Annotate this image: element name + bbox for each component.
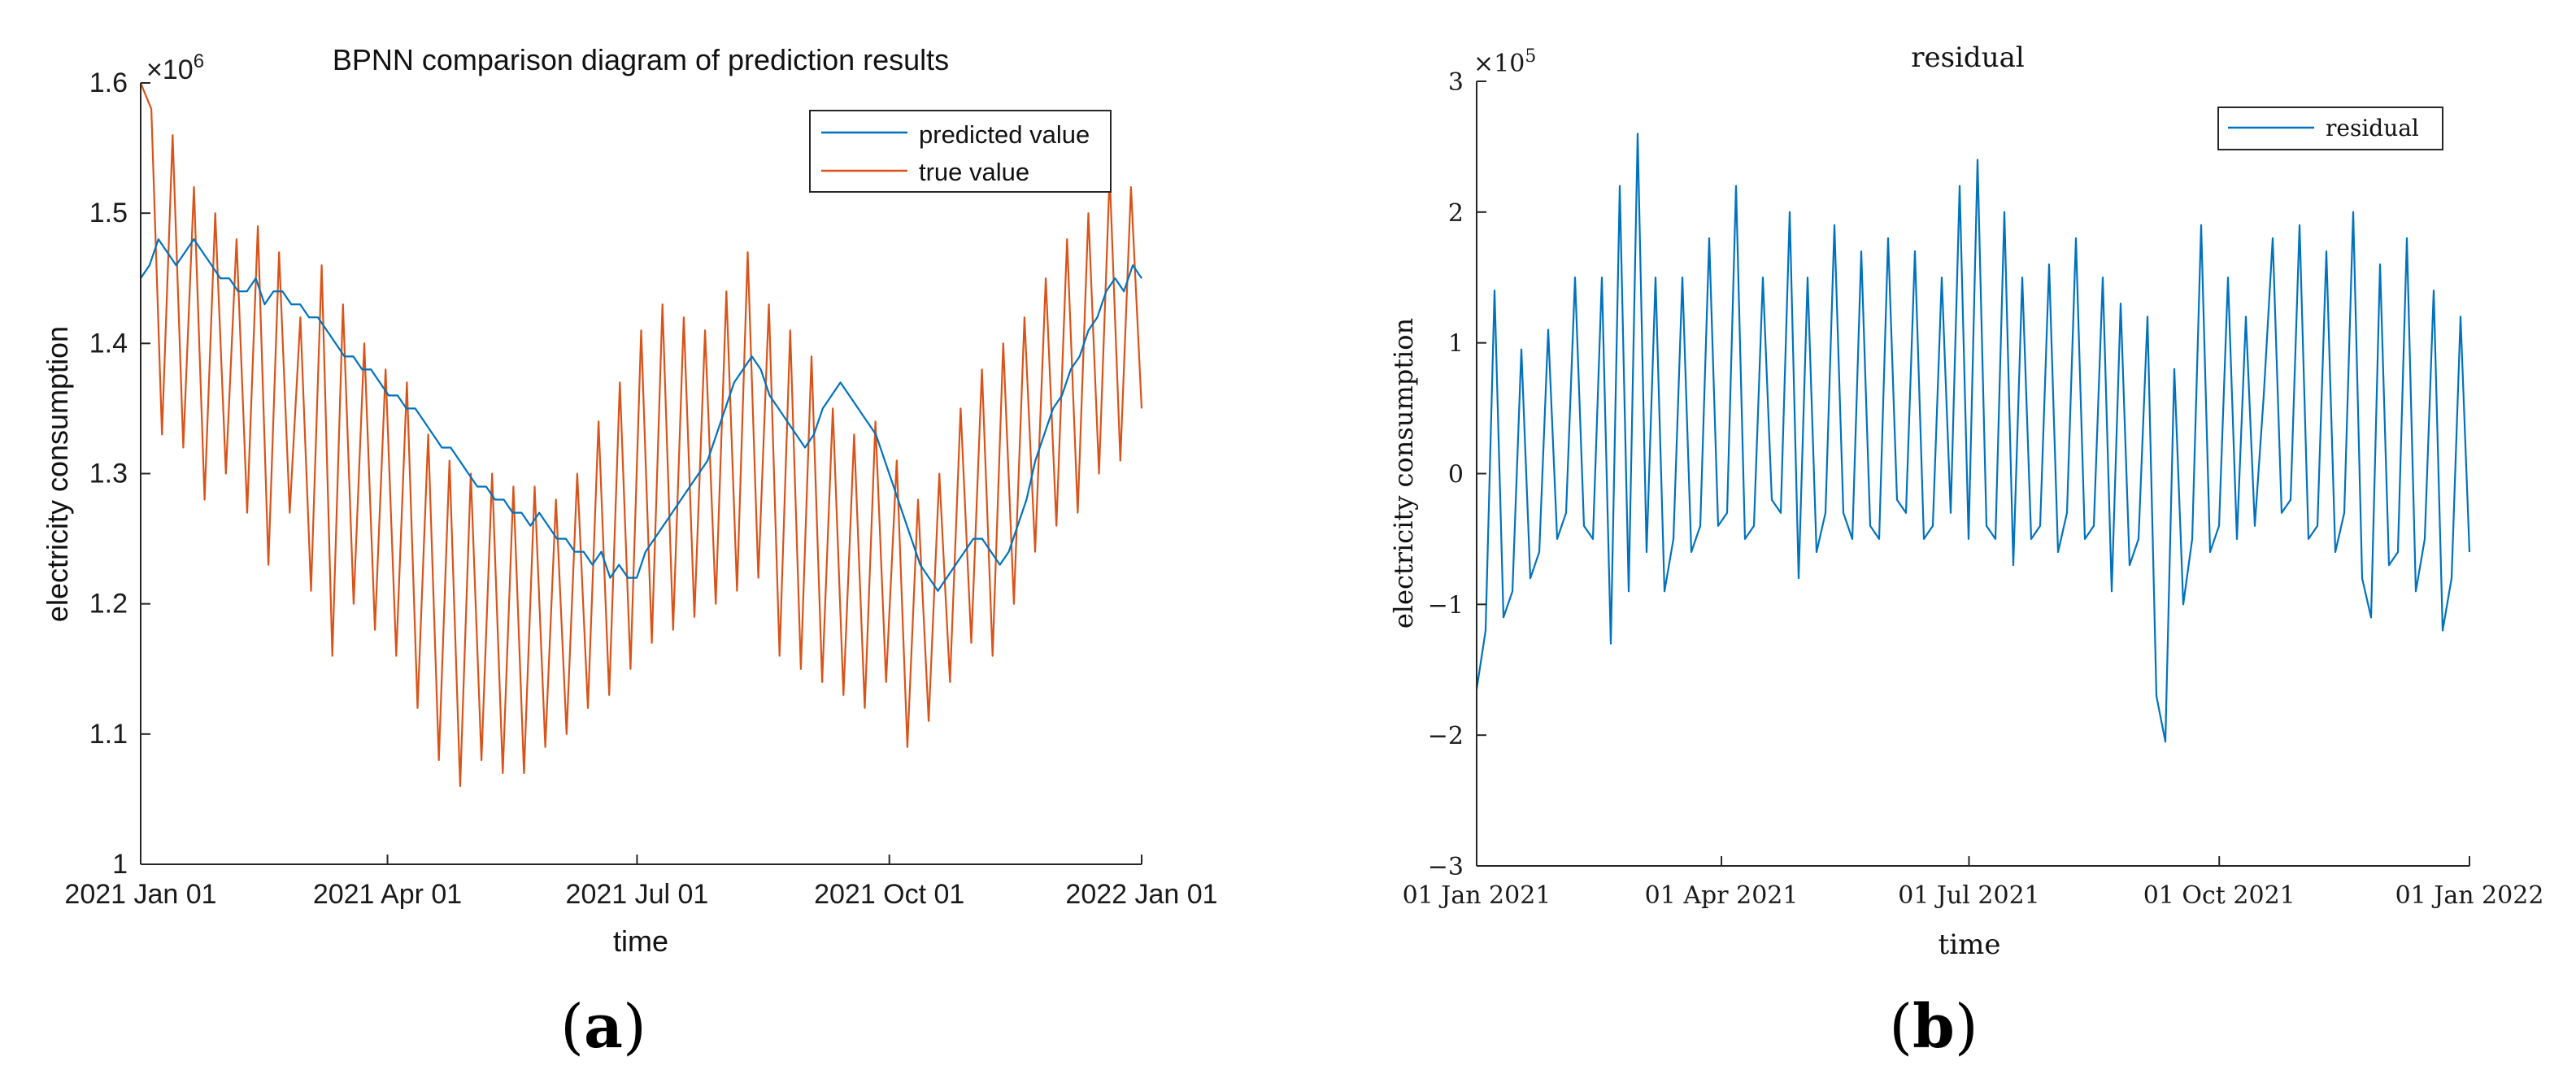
panel-b-series-group [1475, 133, 2471, 743]
panel-a-y-axis-title: electricity consumption [41, 326, 74, 622]
panel-b-y-axis-title: electricity consumption [1388, 318, 1419, 628]
panel-b-legend[interactable]: residual [2217, 107, 2443, 150]
panel-a-x-tick-label: 2021 Apr 01 [313, 879, 462, 910]
panel-b-x-tick-label: 01 Jan 2021 [1403, 881, 1551, 910]
panel-b-y-tick-label: −1 [1428, 591, 1464, 620]
panel-a-label: (a) [560, 992, 646, 1062]
panel-a-chart: 1 1.1 1.2 1.3 1.4 1.5 1.6 2021 Jan 01 2021 Apr … [41, 43, 1218, 1062]
panel-a-y-tick-label: 1.2 [89, 589, 128, 620]
panel-a-y-tick-label: 1.3 [89, 459, 128, 489]
panel-a-exponent-label: ×106 [146, 50, 204, 85]
panel-a-series-predicted-line [140, 238, 1142, 592]
panel-b-x-ticks: 01 Jan 2021 01 Apr 2021 01 Jul 2021 01 Oct … [1403, 856, 2544, 910]
panel-a-title: BPNN comparison diagram of prediction re… [333, 43, 949, 76]
panel-a-y-tick-label: 1.1 [89, 719, 128, 750]
panel-b-chart: −3 −2 −1 0 1 2 3 01 Jan 2021 01 Apr 2021 01 Jul … [1388, 41, 2543, 1062]
legend-label-residual: residual [2326, 115, 2419, 141]
panel-b-label: (b) [1889, 992, 1978, 1062]
panel-b-x-tick-label: 01 Oct 2021 [2143, 881, 2295, 910]
panel-b-y-tick-label: 2 [1448, 199, 1464, 228]
panel-b-exponent-label: ×105 [1473, 46, 1536, 78]
panel-a-x-tick-label: 2021 Jul 01 [566, 879, 709, 910]
panel-a-y-tick-label: 1.5 [89, 198, 128, 228]
panel-b-x-tick-label: 01 Jul 2021 [1898, 881, 2040, 910]
panel-b-y-tick-label: −3 [1428, 853, 1464, 881]
panel-b-series-residual-line [1475, 133, 2471, 743]
legend-label-true: true value [919, 158, 1029, 186]
panel-a-x-axis-title: time [613, 924, 668, 958]
panel-b-y-tick-label: −2 [1428, 722, 1464, 750]
panel-b-y-tick-label: 3 [1448, 68, 1464, 97]
panel-b-title: residual [1911, 41, 2025, 74]
panel-a-legend[interactable]: predicted value true value [809, 110, 1112, 193]
panel-a-x-tick-label: 2021 Oct 01 [814, 879, 964, 910]
panel-b-x-tick-label: 01 Jan 2022 [2395, 881, 2544, 910]
panel-b-y-tick-label: 0 [1448, 461, 1464, 489]
panel-a-series-group [139, 82, 1143, 788]
panel-a-series-true-line [139, 82, 1143, 788]
panel-b-x-axis-title: time [1939, 929, 2001, 961]
panel-a-y-tick-label: 1.4 [89, 328, 128, 359]
panel-b-y-tick-label: 1 [1448, 330, 1464, 359]
panel-a-x-tick-label: 2021 Jan 01 [64, 879, 216, 910]
panel-b-x-tick-label: 01 Apr 2021 [1645, 881, 1799, 910]
panel-a-legend-box [809, 110, 1112, 193]
panel-a-y-tick-label: 1 [112, 849, 128, 880]
panel-a-y-ticks: 1 1.1 1.2 1.3 1.4 1.5 1.6 [89, 67, 150, 880]
panel-a-x-tick-label: 2022 Jan 01 [1065, 879, 1217, 910]
legend-label-predicted: predicted value [919, 120, 1090, 149]
panel-a-x-ticks: 2021 Jan 01 2021 Apr 01 2021 Jul 01 2021 Oc… [64, 855, 1218, 910]
panel-b-y-ticks: −3 −2 −1 0 1 2 3 [1428, 68, 1486, 881]
panel-a-y-tick-label: 1.6 [89, 67, 128, 98]
